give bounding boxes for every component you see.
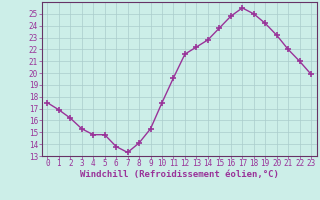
X-axis label: Windchill (Refroidissement éolien,°C): Windchill (Refroidissement éolien,°C) bbox=[80, 170, 279, 179]
